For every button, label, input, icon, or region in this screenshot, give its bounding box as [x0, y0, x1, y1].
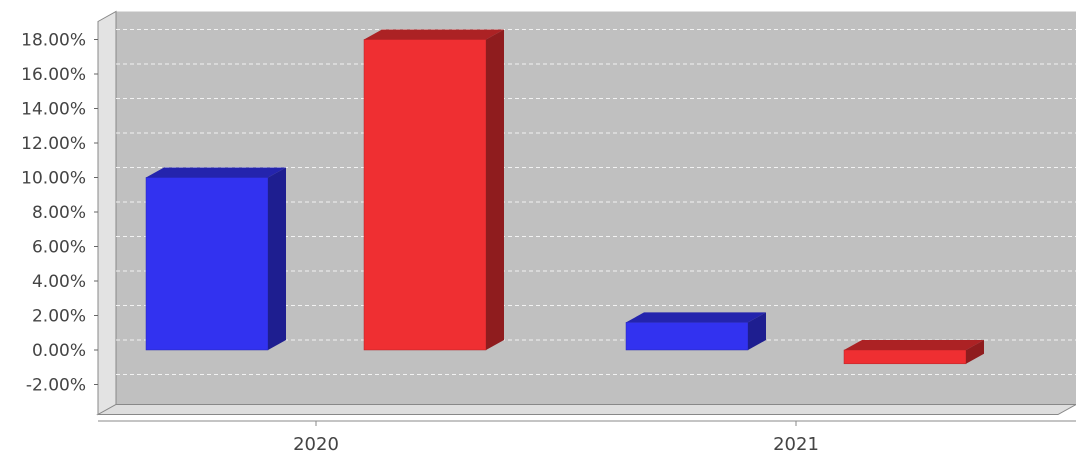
- bars: [145, 29, 984, 365]
- y-tick-label: 0.00%: [32, 341, 86, 361]
- y-tick-label: 10.00%: [21, 169, 86, 189]
- x-axis: 2020 2021: [98, 420, 1076, 454]
- plot-back-wall: [116, 11, 1076, 405]
- bar-front: [145, 177, 269, 351]
- bar-side: [748, 312, 766, 350]
- y-axis: -2.00% 0.00% 2.00% 4.00% 6.00% 8.00% 10.00% 12.…: [21, 31, 98, 396]
- y-tick-label: 2.00%: [32, 307, 86, 327]
- y-tick-label: 18.00%: [21, 31, 86, 51]
- y-tick-label: 4.00%: [32, 272, 86, 292]
- x-tick-label: 2021: [773, 434, 819, 454]
- bar-side: [268, 167, 286, 350]
- plot-area: [96, 10, 1076, 416]
- bar: [363, 29, 504, 351]
- bar-top: [626, 312, 766, 323]
- bar-front: [843, 349, 967, 365]
- bar-top: [364, 29, 504, 40]
- bar: [843, 340, 984, 365]
- x-tick-label: 2020: [293, 434, 339, 454]
- bar: [625, 312, 766, 351]
- plot-left-wall: [97, 10, 117, 416]
- bar-front: [625, 322, 749, 351]
- y-tick-label: 16.00%: [21, 65, 86, 85]
- y-tick-label: 6.00%: [32, 238, 86, 258]
- y-tick-label: 8.00%: [32, 203, 86, 223]
- bar-front: [363, 39, 487, 351]
- y-tick-label: 12.00%: [21, 134, 86, 154]
- y-tick-label: 14.00%: [21, 100, 86, 120]
- bar-side: [966, 340, 984, 364]
- bar-side: [486, 29, 504, 350]
- plot-floor: [96, 404, 1076, 415]
- bar-top: [146, 167, 286, 178]
- bar: [145, 167, 286, 351]
- bar-top: [844, 340, 984, 350]
- y-tick-label: -2.00%: [26, 376, 86, 396]
